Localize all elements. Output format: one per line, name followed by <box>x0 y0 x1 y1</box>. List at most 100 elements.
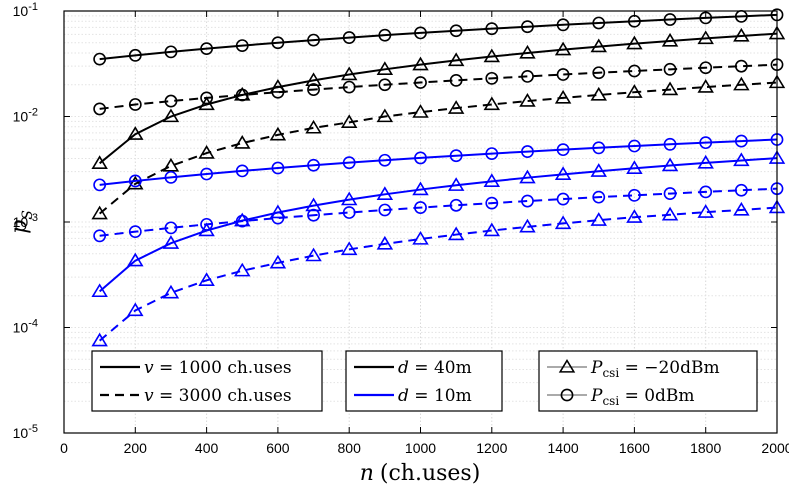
data-point-triangle <box>483 48 501 63</box>
data-point-triangle <box>91 155 108 169</box>
x-tick-label: 800 <box>338 440 362 456</box>
data-point-circle <box>378 203 392 217</box>
data-point-circle <box>628 64 641 78</box>
data-point-triangle <box>554 41 572 56</box>
data-point-triangle <box>483 173 501 187</box>
data-point-circle <box>592 190 606 204</box>
series-layer <box>91 8 786 347</box>
data-point-triangle <box>626 209 643 223</box>
data-point-triangle <box>162 157 180 172</box>
data-point-triangle <box>554 166 572 181</box>
data-point-circle <box>342 206 356 219</box>
data-point-circle <box>734 134 748 148</box>
data-point-triangle <box>127 252 144 267</box>
data-point-triangle <box>269 79 287 93</box>
x-axis-title: n (ch.uses) <box>360 461 481 486</box>
legend-3: Pcsi = −20dBm Pcsi = 0dBm <box>538 350 758 412</box>
data-point-triangle <box>733 152 750 167</box>
data-point-circle <box>485 147 499 160</box>
data-point-circle <box>699 185 713 199</box>
data-point-circle <box>628 188 641 202</box>
data-point-circle <box>521 145 534 158</box>
legend-box <box>538 350 758 412</box>
data-point-circle <box>699 136 713 150</box>
data-point-triangle <box>447 177 465 191</box>
data-point-triangle <box>127 302 144 317</box>
data-point-triangle <box>661 32 679 47</box>
data-point-triangle <box>269 254 287 269</box>
data-point-triangle <box>127 175 144 190</box>
data-point-circle <box>93 229 107 243</box>
x-tick-label: 2000 <box>761 440 789 456</box>
data-point-triangle <box>590 212 607 226</box>
data-point-triangle <box>162 108 180 123</box>
data-point-circle <box>164 221 178 235</box>
data-point-triangle <box>554 215 572 230</box>
data-point-circle <box>378 28 392 42</box>
data-point-circle <box>200 167 213 181</box>
x-tick-label: 400 <box>195 440 219 456</box>
data-point-circle <box>200 217 213 231</box>
data-point-circle <box>734 59 748 73</box>
data-point-triangle <box>519 93 536 107</box>
data-point-triangle <box>91 283 108 298</box>
data-point-circle <box>378 153 392 167</box>
data-point-triangle <box>697 79 714 93</box>
legend-1: v = 1000 ch.uses v = 3000 ch.uses <box>91 350 323 412</box>
data-point-triangle <box>305 247 322 262</box>
legend-2: d = 40m d = 10m <box>345 350 503 412</box>
data-point-circle <box>485 196 499 210</box>
y-axis-title: pS <box>7 210 36 234</box>
x-axis-var: n <box>360 461 374 486</box>
data-point-circle <box>93 178 107 192</box>
data-point-triangle <box>519 218 536 233</box>
series-3 <box>93 58 784 116</box>
data-point-circle <box>307 83 320 96</box>
data-point-circle <box>235 214 249 228</box>
data-point-triangle <box>340 66 358 81</box>
data-point-circle <box>342 156 356 170</box>
data-point-triangle <box>626 160 643 174</box>
x-tick-label: 1000 <box>405 440 436 456</box>
data-point-triangle <box>733 76 750 91</box>
legend-box <box>91 350 323 412</box>
data-point-circle <box>164 170 178 184</box>
data-point-circle <box>128 225 142 239</box>
legend-label: d = 40m <box>398 358 472 378</box>
data-point-triangle <box>590 38 607 53</box>
data-point-circle <box>699 61 713 75</box>
data-point-circle <box>342 31 356 44</box>
y-axis-subscript: S <box>20 210 36 220</box>
legend-marker-triangle <box>558 358 576 373</box>
y-tick-label: 10-4 <box>13 318 38 336</box>
data-point-circle <box>307 33 320 47</box>
data-point-triangle <box>590 86 607 101</box>
data-point-circle <box>449 24 463 38</box>
data-point-circle <box>449 149 463 163</box>
data-point-triangle <box>733 201 750 216</box>
legend-label: v = 3000 ch.uses <box>144 386 292 406</box>
x-tick-label: 1200 <box>476 440 507 456</box>
data-point-circle <box>235 164 249 178</box>
data-point-triangle <box>305 197 322 212</box>
data-point-triangle <box>162 284 180 299</box>
data-point-triangle <box>234 262 251 277</box>
data-point-triangle <box>198 96 215 111</box>
data-point-triangle <box>412 181 429 196</box>
legend-marker-circle <box>560 388 574 402</box>
data-point-circle <box>128 174 142 188</box>
axis-ticks: 0 200 400 600 800 1000 1200 1400 1600 1800 2000 10-… <box>13 1 789 456</box>
data-point-triangle <box>661 206 679 221</box>
data-point-triangle <box>234 135 251 149</box>
series-line <box>99 81 778 215</box>
data-point-circle <box>556 192 570 206</box>
series-8 <box>91 199 786 347</box>
legend-label: Pcsi = −20dBm <box>590 358 720 380</box>
data-point-triangle <box>661 157 679 172</box>
series-4 <box>91 74 786 220</box>
series-6 <box>91 150 786 298</box>
data-point-circle <box>414 26 427 40</box>
data-point-triangle <box>91 332 108 347</box>
data-point-triangle <box>91 205 108 220</box>
